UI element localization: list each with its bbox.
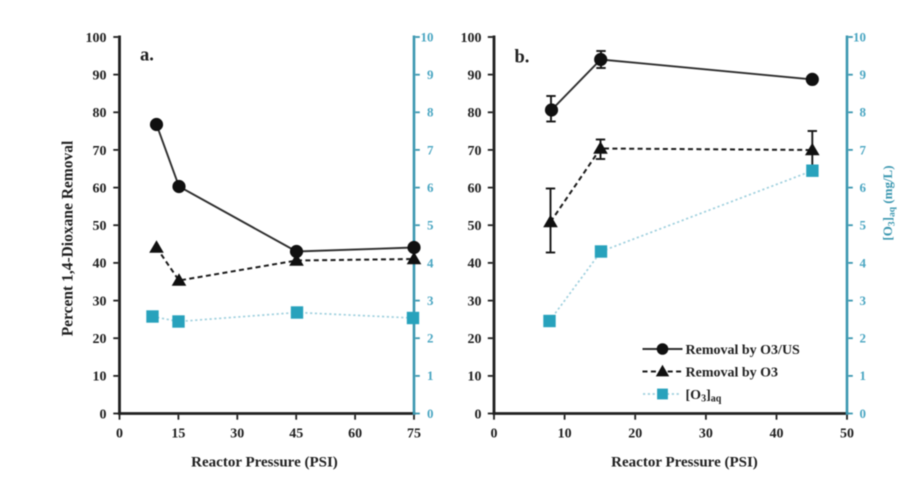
- svg-text:1: 1: [427, 368, 434, 383]
- svg-text:2: 2: [860, 331, 867, 346]
- svg-text:10: 10: [558, 427, 572, 442]
- svg-text:50: 50: [93, 219, 107, 234]
- svg-text:30: 30: [230, 427, 244, 442]
- svg-text:5: 5: [860, 218, 867, 233]
- svg-text:100: 100: [86, 31, 107, 46]
- svg-text:1: 1: [860, 368, 867, 383]
- svg-text:0: 0: [491, 427, 498, 442]
- svg-text:30: 30: [468, 294, 482, 309]
- svg-text:75: 75: [407, 427, 421, 442]
- svg-text:80: 80: [468, 106, 482, 121]
- svg-text:Reactor Pressure (PSI): Reactor Pressure (PSI): [191, 455, 338, 471]
- svg-text:3: 3: [427, 293, 434, 308]
- svg-text:90: 90: [468, 68, 482, 83]
- svg-text:0: 0: [427, 406, 434, 421]
- svg-text:60: 60: [468, 181, 482, 196]
- svg-text:Removal by O3: Removal by O3: [686, 366, 779, 381]
- svg-text:20: 20: [628, 427, 642, 442]
- svg-text:4: 4: [427, 255, 434, 270]
- svg-text:40: 40: [770, 427, 784, 442]
- svg-text:45: 45: [289, 427, 303, 442]
- svg-text:3: 3: [860, 293, 867, 308]
- svg-text:Reactor Pressure (PSI): Reactor Pressure (PSI): [611, 455, 758, 471]
- svg-text:80: 80: [93, 106, 107, 121]
- svg-text:30: 30: [699, 427, 713, 442]
- svg-text:10: 10: [468, 370, 482, 385]
- svg-text:70: 70: [468, 144, 482, 159]
- svg-text:[O3]aq (mg/L): [O3]aq (mg/L): [880, 165, 898, 240]
- svg-text:20: 20: [468, 332, 482, 347]
- svg-text:a.: a.: [140, 46, 154, 66]
- svg-text:30: 30: [93, 294, 107, 309]
- svg-text:8: 8: [860, 105, 867, 120]
- svg-text:0: 0: [116, 427, 123, 442]
- svg-text:2: 2: [427, 331, 434, 346]
- svg-text:100: 100: [461, 31, 482, 46]
- svg-text:40: 40: [93, 257, 107, 272]
- svg-text:90: 90: [93, 68, 107, 83]
- svg-text:20: 20: [93, 332, 107, 347]
- svg-text:9: 9: [860, 67, 867, 82]
- svg-text:50: 50: [840, 427, 854, 442]
- svg-text:7: 7: [427, 142, 434, 157]
- svg-text:8: 8: [427, 105, 434, 120]
- svg-text:60: 60: [93, 181, 107, 196]
- svg-text:Removal by O3/US: Removal by O3/US: [686, 343, 801, 358]
- svg-text:b.: b.: [515, 48, 530, 68]
- svg-text:7: 7: [860, 142, 867, 157]
- svg-text:5: 5: [427, 218, 434, 233]
- svg-text:6: 6: [860, 180, 867, 195]
- svg-text:10: 10: [421, 29, 434, 44]
- svg-text:10: 10: [853, 29, 866, 44]
- svg-text:6: 6: [427, 180, 434, 195]
- svg-text:60: 60: [348, 427, 362, 442]
- svg-text:50: 50: [468, 219, 482, 234]
- svg-text:4: 4: [860, 255, 867, 270]
- svg-text:40: 40: [468, 257, 482, 272]
- svg-text:0: 0: [100, 407, 107, 422]
- svg-text:0: 0: [475, 407, 482, 422]
- svg-text:70: 70: [93, 144, 107, 159]
- svg-text:Percent 1,4-Dioxane Removal: Percent 1,4-Dioxane Removal: [60, 140, 77, 336]
- svg-text:9: 9: [427, 67, 434, 82]
- svg-text:15: 15: [171, 427, 185, 442]
- svg-text:0: 0: [860, 406, 867, 421]
- svg-text:10: 10: [93, 370, 107, 385]
